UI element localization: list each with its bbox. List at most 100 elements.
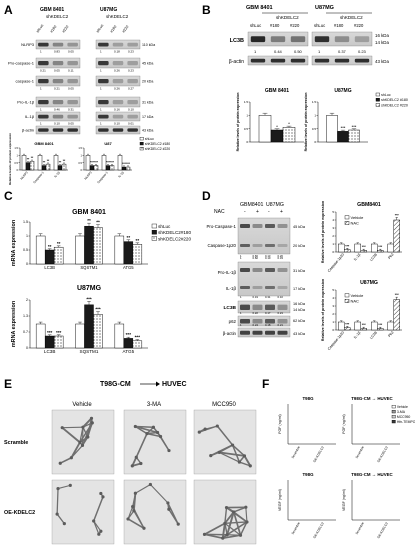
y-tick-label: 1	[81, 154, 83, 158]
bar	[45, 163, 51, 171]
chart-title: GBM 8401	[72, 209, 106, 216]
significance-stars: ***	[95, 307, 101, 312]
density-value: 0.20	[278, 254, 284, 258]
density-value: 0.05	[54, 69, 60, 73]
blot-d-band	[252, 244, 263, 247]
molecular-weight: 62 kDa	[293, 319, 306, 323]
condition-label: #180	[334, 23, 344, 28]
tube-node	[139, 461, 143, 466]
density-value: 0.26	[114, 87, 120, 91]
blot-a-left-band	[67, 100, 78, 105]
blot-d-band	[240, 244, 250, 247]
category-label: P62	[387, 253, 394, 260]
blot-d-band	[240, 286, 250, 289]
blot-d-band	[265, 304, 275, 310]
tube-segment	[127, 510, 135, 520]
legend-c-swatch	[151, 229, 157, 235]
legend-f-swatch	[391, 405, 396, 409]
condition-label: shLuc	[314, 23, 325, 28]
density-value: 0.05	[68, 50, 74, 54]
bar	[21, 155, 27, 171]
blot-a-left-band	[38, 79, 49, 84]
density-value: 0.18	[114, 50, 120, 54]
bar	[360, 328, 367, 331]
blot-a-left-band	[38, 42, 49, 47]
panel-b-letter: B	[202, 3, 211, 17]
density-value: 1	[240, 254, 242, 258]
tube-segment	[218, 451, 240, 463]
panel-a-charts: 00.511.5** **NLRP3** **Caspase-1** **IL-1βR…	[8, 133, 170, 185]
blot-d-band	[240, 268, 250, 272]
tube-node	[203, 427, 207, 431]
density-value: 0.44	[274, 49, 283, 54]
blot-a-left-band	[38, 100, 49, 105]
tube-node	[167, 448, 171, 453]
blot-a-left-band	[52, 42, 64, 47]
density-value: 0.26	[114, 69, 120, 73]
tube-segment	[134, 425, 148, 435]
bar	[354, 243, 361, 253]
y-tick-label: 1	[17, 154, 19, 158]
category-label: SQSTM1	[80, 349, 99, 354]
tube-segment	[224, 506, 228, 525]
legend-b-label: shLuc	[381, 93, 391, 97]
tube-segment	[87, 422, 93, 438]
legend-c-label: shKDELC2#220	[158, 236, 191, 241]
molecular-weight: 45 kDa	[293, 225, 306, 229]
blot-a-left-band	[52, 100, 64, 105]
legend-d-1-label: Vehicle	[351, 215, 365, 220]
tube-node	[99, 529, 103, 533]
tube-segment	[239, 521, 248, 536]
blot-d-band	[252, 330, 263, 335]
blot-label: caspase-1	[16, 79, 35, 84]
y-axis-label: Relative levels of protein expression	[321, 279, 325, 341]
blot-label: LC3B	[223, 305, 236, 311]
blot-a-right-band	[112, 42, 124, 47]
category-label: Caspase-1p20	[327, 331, 345, 351]
blot-d-band	[240, 319, 250, 324]
tube-node	[202, 532, 207, 536]
blot-d-band	[277, 286, 288, 289]
bar	[338, 243, 345, 253]
row-label: OE-KDELC2	[4, 510, 35, 516]
tube-segment	[133, 510, 145, 529]
density-value: 0.19	[253, 295, 259, 299]
panel-b-line-2: U87MG	[315, 5, 334, 11]
y-axis-label: Relative levels of protein expression	[304, 93, 308, 152]
y-tick-label: 1.5	[78, 146, 82, 150]
row-label: Scramble	[4, 440, 28, 446]
molecular-weight: 43 kDa	[375, 59, 389, 64]
tube-segment	[149, 483, 169, 504]
y-tick-label: 0	[81, 168, 83, 172]
tube-node	[230, 443, 235, 447]
bar	[44, 335, 55, 349]
blot-a-right-band	[127, 61, 138, 66]
significance-stars: **	[31, 156, 34, 160]
blot-d-band	[277, 268, 288, 272]
significance-stars: ***	[106, 160, 110, 164]
bar	[41, 165, 47, 171]
density-value: 0.22	[253, 311, 259, 315]
tube-node	[68, 483, 72, 487]
micrograph	[193, 409, 257, 475]
blot-d-band	[252, 268, 263, 272]
density-value: 1	[254, 49, 257, 54]
legend-d-2-swatch	[344, 299, 350, 303]
molecular-weight: 31 kDa	[142, 101, 153, 105]
tube-segment	[218, 451, 246, 457]
blot-a-right-band	[98, 100, 109, 105]
bar	[84, 304, 94, 349]
condition-title: T98G-CM	[100, 381, 131, 388]
blot-d-band	[240, 304, 250, 310]
blot-d-membrane	[237, 327, 291, 338]
molecular-weight: 31 kDa	[293, 269, 306, 273]
tube-node	[131, 504, 135, 509]
bar	[57, 165, 63, 171]
molecular-weight: 43 kDa	[142, 129, 153, 133]
significance-stars: ***	[362, 323, 367, 327]
bar	[93, 227, 103, 265]
blot-d-band	[265, 286, 275, 289]
density-value: 1	[240, 256, 242, 260]
legend-f-label: 3-MA	[397, 410, 406, 414]
